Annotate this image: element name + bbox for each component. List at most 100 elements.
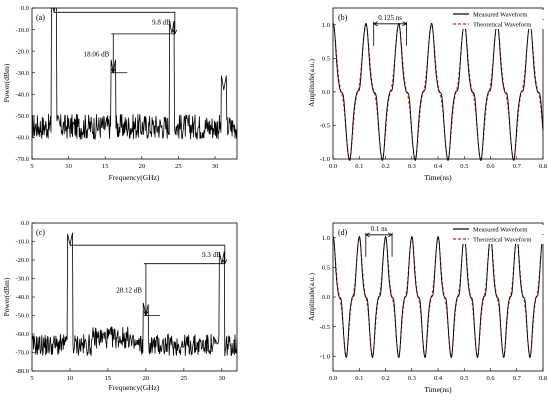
panel-c-arrow-head-1: [222, 259, 228, 265]
panel-a-ticks: 5 10 15 20 25 30 0.0 -10.0 -20.0 -30.0 -40.0 -50.0 -…: [15, 5, 218, 170]
panel-a-frame: [31, 7, 238, 160]
panel-d-legend-label: Theoretical Waveform: [473, 237, 531, 244]
panel-d-xtick-label: 0.1: [355, 375, 363, 382]
panel-c-ytick-label: -70.0: [15, 350, 29, 357]
panel-c-xtick-label: 25: [181, 375, 188, 382]
panel-a-annotation-2: 18.06 dB: [84, 50, 110, 58]
panel-a-ytick-label: -10.0: [15, 27, 29, 34]
panel-b-xtick-label: 0.2: [381, 163, 389, 170]
panel-d-period-label: 0.1 ns: [371, 225, 388, 233]
panel-b-xtick-label: 0.1: [355, 163, 363, 170]
panel-c-ytick-label: -30.0: [15, 276, 29, 283]
panel-b-annotations: 0.125 ns: [372, 14, 408, 46]
panel-c-xtick-label: 15: [105, 375, 112, 382]
panel-d-xtick-label: 0.2: [381, 375, 389, 382]
panel-b-ytick-label: -0.5: [320, 123, 330, 130]
panel-a-ylabel: Power(dBm): [2, 63, 11, 102]
panel-b-xtick-label: 0.5: [460, 163, 468, 170]
panel-a-xtick-label: 5: [30, 163, 33, 170]
panel-a-xtick-label: 15: [102, 163, 109, 170]
panel-c-ytick-label: -50.0: [15, 313, 29, 320]
panel-c-ytick-label: -60.0: [15, 331, 29, 338]
panel-a-label: (a): [36, 13, 45, 22]
panel-a-ytick-label: -30.0: [15, 70, 29, 77]
panel-d-ytick-label: 0.5: [322, 265, 330, 272]
panel-c-xtick-label: 10: [67, 375, 74, 382]
panel-b-ytick-label: -1.0: [320, 156, 330, 163]
panel-d-ylabel: Amplitude(a.u.): [307, 273, 316, 321]
panel-d-xtick-label: 0.5: [460, 375, 468, 382]
panel-b-legend-label: Measured Waveform: [473, 12, 527, 19]
panel-b-xtick-label: 0.7: [513, 163, 522, 170]
panel-a-xtick-label: 30: [212, 163, 219, 170]
panel-b-xlabel: Time(ns): [424, 173, 452, 182]
panel-d-xtick-label: 0.0: [329, 375, 337, 382]
panel-b-ticks: 0.0 0.1 0.2 0.3 0.4 0.5 0.6 0.7 0.8 1.0 0.5 0.0 -0.5…: [320, 22, 547, 170]
panel-a-xtick-label: 25: [175, 163, 182, 170]
panel-d-legend-bg: [451, 225, 545, 234]
panel-a-ytick-label: -20.0: [15, 48, 29, 55]
panel-c-annotation-2: 28.12 dB: [116, 287, 142, 295]
panel-a: 5 10 15 20 25 30 0.0 -10.0 -20.0 -30.0 -40.0 -50.0 -…: [2, 5, 238, 182]
panel-d-xtick-label: 0.4: [434, 375, 443, 382]
panel-a-annotations: 9.8 dB 18.06 dB: [53, 11, 178, 74]
panel-a-ytick-label: -50.0: [15, 113, 29, 120]
panel-d: 0.0 0.1 0.2 0.3 0.4 0.5 0.6 0.7 0.8 1.0 0.5 0.0 -0.5…: [307, 222, 547, 394]
panel-d-legend: Measured Waveform Theoretical Waveform: [451, 225, 545, 244]
panel-c-annotations: 9.3 dB 28.12 dB: [69, 244, 228, 317]
panel-d-xlabel: Time(ns): [424, 385, 452, 394]
panel-a-xtick-label: 10: [65, 163, 72, 170]
panel-c-ylabel: Power(dBm): [2, 277, 11, 316]
panel-d-ticks: 0.0 0.1 0.2 0.3 0.4 0.5 0.6 0.7 0.8 1.0 0.5 0.0 -0.5…: [320, 235, 547, 382]
panel-b-xtick-label: 0.0: [329, 163, 337, 170]
panel-c: 5 10 15 20 25 30 0.0 -10.0 -20.0 -30.0 -40.0 -50.0 -…: [2, 220, 238, 392]
panel-b-ytick-label: 1.0: [322, 22, 330, 29]
panel-c-ytick-label: -10.0: [15, 239, 29, 246]
panel-b-ytick-label: 0.0: [322, 89, 330, 96]
panel-d-frame: [332, 222, 544, 372]
panel-a-arrow-head-2: [110, 68, 116, 74]
panel-b-theoretical-line: [332, 24, 544, 160]
panel-d-legend-bg: [451, 235, 545, 244]
panel-a-spectrum-line: [31, 7, 238, 140]
panel-b-xtick-label: 0.4: [434, 163, 443, 170]
panel-d-xtick-label: 0.6: [486, 375, 495, 382]
panel-b-label: (b): [338, 13, 348, 22]
panel-a-annotation-1: 9.8 dB: [152, 18, 171, 26]
panel-b: 0.0 0.1 0.2 0.3 0.4 0.5 0.6 0.7 0.8 1.0 0.5 0.0 -0.5…: [307, 7, 547, 182]
panel-b-legend: Measured Waveform Theoretical Waveform: [451, 10, 545, 29]
panel-a-ytick-label: -40.0: [15, 91, 29, 98]
panel-c-ytick-label: -40.0: [15, 294, 29, 301]
panel-d-xtick-label: 0.7: [513, 375, 522, 382]
panel-c-ytick-label: -20.0: [15, 257, 29, 264]
panel-a-ytick-label: -60.0: [15, 135, 29, 142]
panel-b-xtick-label: 0.8: [539, 163, 547, 170]
panel-d-theoretical-line: [332, 237, 544, 357]
panel-c-ticks: 5 10 15 20 25 30 0.0 -10.0 -20.0 -30.0 -40.0 -50.0 -…: [15, 220, 225, 382]
panel-c-xlabel: Frequency(GHz): [109, 383, 160, 392]
panel-c-spectrum-line: [31, 232, 238, 357]
panel-b-xtick-label: 0.3: [408, 163, 416, 170]
panel-d-ytick-label: 0.0: [322, 294, 330, 301]
panel-c-label: (c): [36, 228, 45, 237]
panel-c-ytick-label: -80.0: [15, 368, 29, 375]
panel-b-ylabel: Amplitude(a.u.): [307, 59, 316, 107]
panel-a-ytick-label: 0.0: [21, 5, 29, 12]
panel-d-annotations: 0.1 ns: [364, 225, 393, 257]
panel-d-ytick-label: 1.0: [322, 235, 330, 242]
panel-d-xtick-label: 0.8: [539, 375, 547, 382]
panel-b-ytick-label: 0.5: [322, 56, 330, 63]
panel-d-ytick-label: -1.0: [320, 353, 330, 360]
panel-a-xtick-label: 20: [139, 163, 146, 170]
panel-b-legend-label: Theoretical Waveform: [473, 22, 531, 29]
panel-b-measured-line: [332, 22, 544, 161]
panel-c-annotation-1: 9.3 dB: [202, 251, 221, 259]
panel-a-ytick-label: -70.0: [15, 156, 29, 163]
panel-c-xtick-label: 5: [30, 375, 33, 382]
panel-a-arrow-head-1: [172, 29, 178, 35]
panel-d-legend-label: Measured Waveform: [473, 227, 527, 234]
panel-b-period-label: 0.125 ns: [378, 14, 402, 22]
panel-c-arrow-head-2: [143, 311, 149, 317]
panel-a-xlabel: Frequency(GHz): [109, 173, 160, 182]
